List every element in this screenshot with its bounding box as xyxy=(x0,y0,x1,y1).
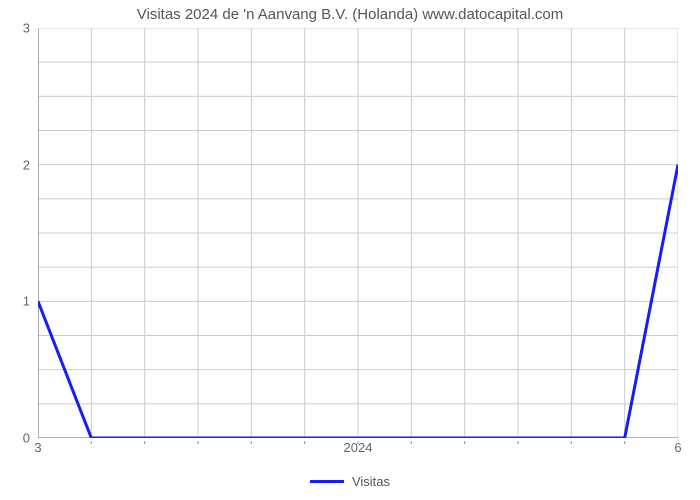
y-tick-label: 3 xyxy=(0,21,30,36)
legend-item-visitas: Visitas xyxy=(310,474,390,489)
x-tick-minor: ' xyxy=(197,440,199,452)
x-tick-minor: ' xyxy=(90,440,92,452)
x-tick-minor: ' xyxy=(624,440,626,452)
y-tick-label: 2 xyxy=(0,157,30,172)
plot-area xyxy=(38,28,678,438)
chart-svg xyxy=(38,28,678,438)
x-tick-minor: ' xyxy=(464,440,466,452)
x-tick-major: 6 xyxy=(674,440,681,455)
x-tick-minor: ' xyxy=(144,440,146,452)
x-tick-minor: ' xyxy=(304,440,306,452)
x-axis-center-label: 2024 xyxy=(344,440,373,455)
legend-label: Visitas xyxy=(352,474,390,489)
legend: Visitas xyxy=(0,470,700,489)
legend-swatch xyxy=(310,480,344,483)
y-tick-label: 0 xyxy=(0,431,30,446)
y-tick-label: 1 xyxy=(0,294,30,309)
x-tick-minor: ' xyxy=(570,440,572,452)
chart-title: Visitas 2024 de 'n Aanvang B.V. (Holanda… xyxy=(0,6,700,23)
x-tick-minor: ' xyxy=(410,440,412,452)
x-tick-minor: ' xyxy=(250,440,252,452)
x-tick-minor: ' xyxy=(517,440,519,452)
x-tick-major: 3 xyxy=(34,440,41,455)
